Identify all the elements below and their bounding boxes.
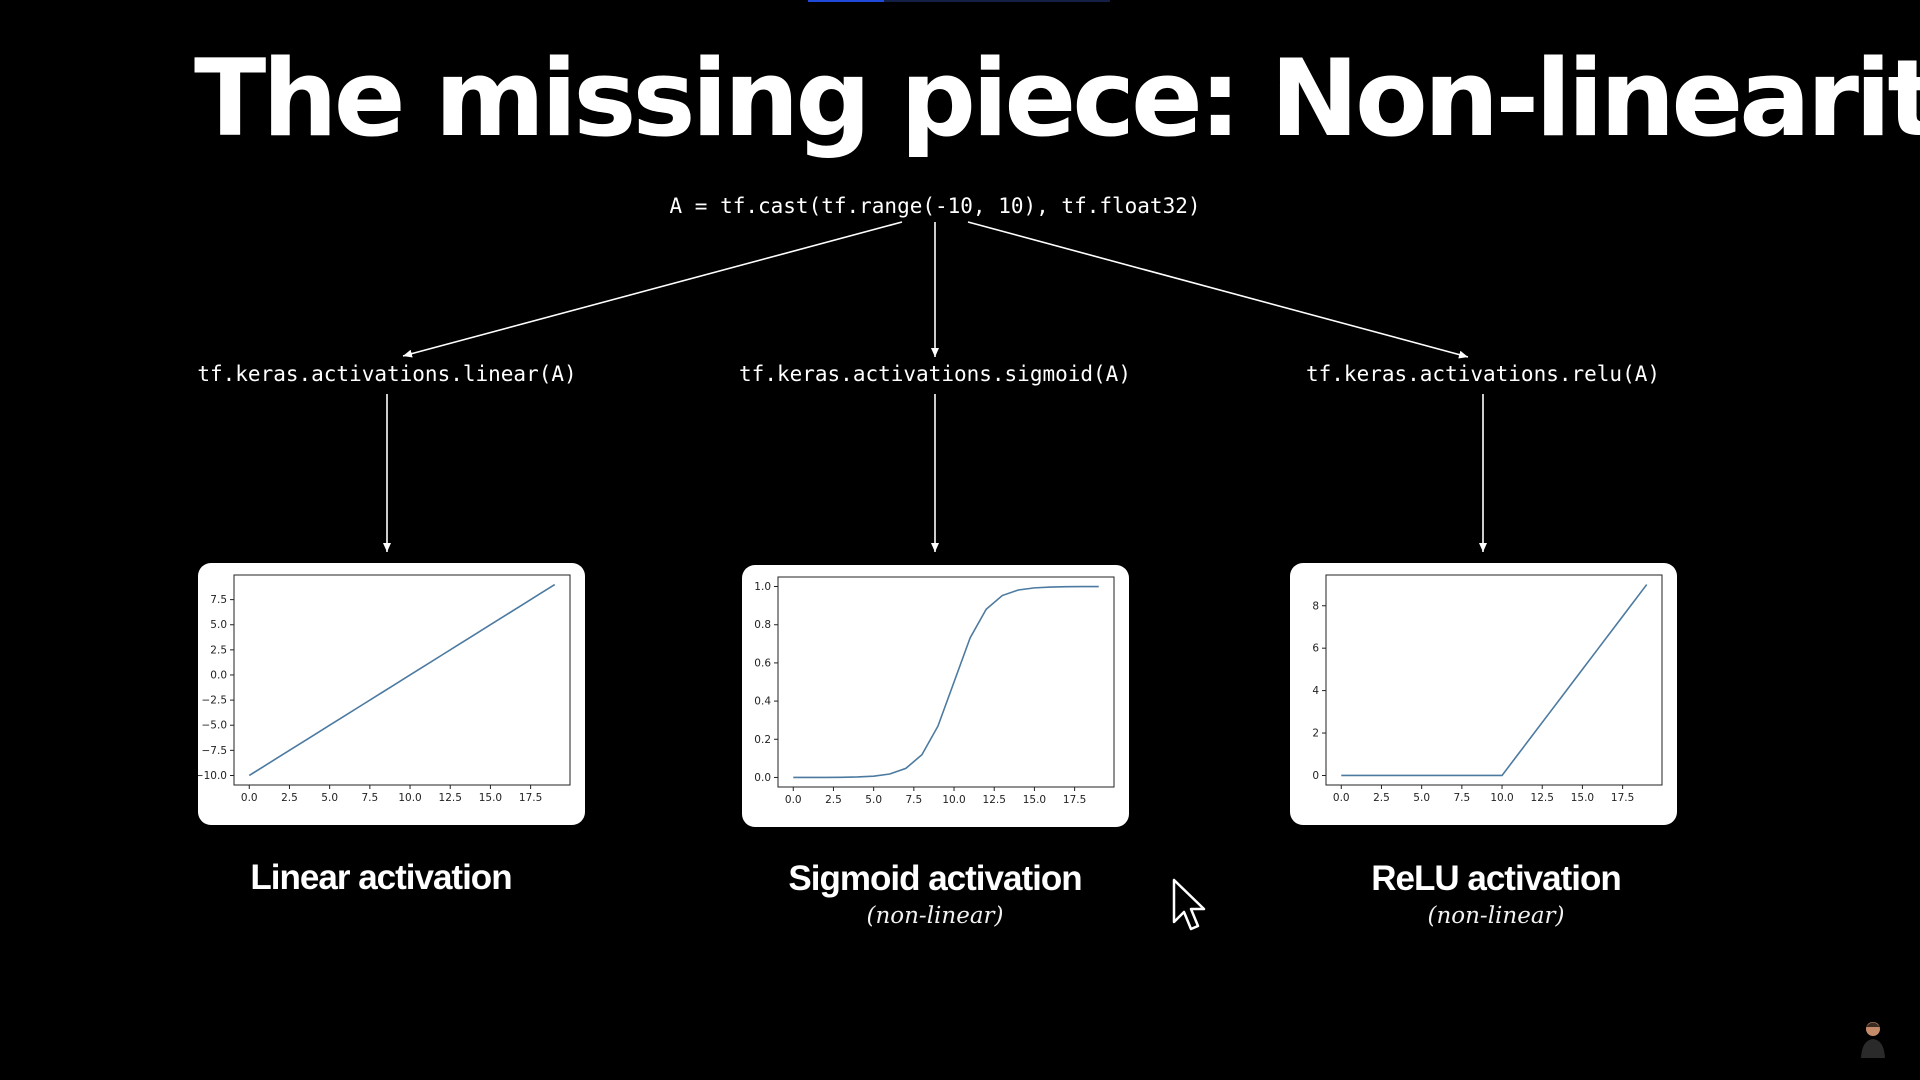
x-tick-label: 5.0 (865, 794, 882, 806)
sigmoid-plot-card: 0.0 2.5 5.0 7.5 10.0 12.5 15.0 17.5 1.0 0.8 0.6 0.4… (742, 565, 1129, 827)
relu-code: tf.keras.activations.relu(A) (1305, 362, 1661, 386)
linear-plot-card: 0.0 2.5 5.0 7.5 10.0 12.5 15.0 17.5 7.5 5.0 2.5 0.0… (198, 563, 585, 825)
slide-title: The missing piece: Non-linearity (194, 37, 1920, 160)
x-tick-label: 7.5 (1453, 792, 1470, 804)
input-code: A = tf.cast(tf.range(-10, 10), tf.float3… (669, 194, 1201, 218)
sigmoid-note: (non-linear) (866, 903, 1004, 929)
y-tick-label: 8 (1312, 600, 1319, 612)
y-tick-label: 0 (1312, 770, 1319, 782)
sigmoid-activation-plot: 0.0 2.5 5.0 7.5 10.0 12.5 15.0 17.5 1.0 0.8 0.6 0.4… (754, 576, 1115, 806)
x-tick-label: 17.5 (1611, 792, 1634, 804)
x-tick-label: 17.5 (1063, 794, 1086, 806)
linear-label: Linear activation (250, 858, 512, 897)
y-tick-label: 0.8 (754, 619, 771, 631)
y-tick-label: −7.5 (202, 745, 228, 757)
video-progress-fill (808, 0, 884, 2)
y-tick-label: 2.5 (210, 644, 227, 656)
relu-note: (non-linear) (1427, 903, 1565, 929)
y-tick-label: −10.0 (198, 770, 227, 782)
linear-activation-plot: 0.0 2.5 5.0 7.5 10.0 12.5 15.0 17.5 7.5 5.0 2.5 0.0… (198, 574, 571, 804)
video-progress-bar[interactable] (808, 0, 1110, 2)
x-tick-label: 0.0 (241, 792, 258, 804)
arrow-to-relu (967, 221, 1469, 359)
y-tick-label: 4 (1312, 685, 1319, 697)
y-tick-label: 1.0 (754, 581, 771, 593)
x-tick-label: 2.5 (825, 794, 842, 806)
relu-plot-card: 0.0 2.5 5.0 7.5 10.0 12.5 15.0 17.5 8 6 4 2 0 (1290, 563, 1677, 825)
relu-activation-plot: 0.0 2.5 5.0 7.5 10.0 12.5 15.0 17.5 8 6 4 2 0 (1312, 574, 1663, 804)
x-tick-label: 0.0 (785, 794, 802, 806)
x-tick-label: 7.5 (361, 792, 378, 804)
x-tick-label: 12.5 (439, 792, 462, 804)
x-tick-label: 10.0 (942, 794, 965, 806)
x-tick-label: 10.0 (1490, 792, 1513, 804)
y-tick-label: 0.0 (754, 772, 771, 784)
y-tick-label: 0.2 (754, 734, 771, 746)
plot-frame (1325, 574, 1663, 786)
series-line (793, 585, 1099, 779)
presenter-avatar-icon (1861, 1022, 1885, 1058)
y-tick-label: 0.6 (754, 657, 771, 669)
sigmoid-code: tf.keras.activations.sigmoid(A) (739, 362, 1131, 386)
linear-code: tf.keras.activations.linear(A) (197, 362, 577, 386)
y-tick-label: 2 (1312, 728, 1319, 740)
x-tick-label: 2.5 (1373, 792, 1390, 804)
x-tick-label: 15.0 (479, 792, 502, 804)
x-tick-label: 10.0 (398, 792, 421, 804)
x-tick-label: 12.5 (983, 794, 1006, 806)
x-tick-label: 7.5 (905, 794, 922, 806)
y-tick-label: 7.5 (210, 594, 227, 606)
series-line (248, 583, 556, 777)
x-tick-label: 12.5 (1531, 792, 1554, 804)
mouse-cursor-icon (1172, 878, 1206, 931)
arrow-to-linear (402, 221, 903, 358)
x-tick-label: 17.5 (519, 792, 542, 804)
plot-frame (233, 574, 571, 786)
plot-frame (777, 576, 1115, 788)
y-tick-label: 0.4 (754, 696, 771, 708)
y-tick-label: 6 (1312, 643, 1319, 655)
y-tick-label: −2.5 (202, 695, 228, 707)
y-tick-label: −5.0 (202, 720, 228, 732)
y-tick-label: 5.0 (210, 619, 227, 631)
y-tick-label: 0.0 (210, 669, 227, 681)
series-line (1341, 584, 1648, 777)
x-tick-label: 15.0 (1023, 794, 1046, 806)
sigmoid-label: Sigmoid activation (788, 859, 1082, 898)
x-tick-label: 5.0 (1413, 792, 1430, 804)
relu-label: ReLU activation (1371, 859, 1621, 898)
x-tick-label: 15.0 (1571, 792, 1594, 804)
x-tick-label: 2.5 (281, 792, 298, 804)
x-tick-label: 5.0 (321, 792, 338, 804)
x-tick-label: 0.0 (1333, 792, 1350, 804)
